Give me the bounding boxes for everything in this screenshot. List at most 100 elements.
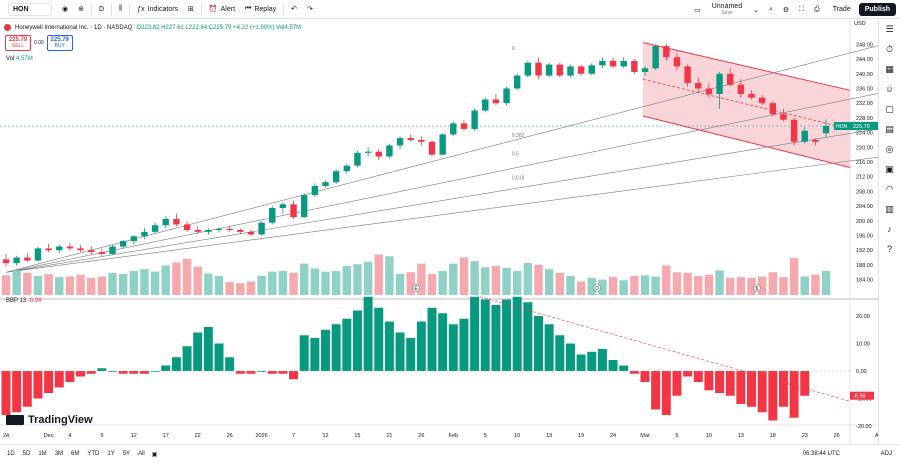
notifications-icon[interactable]: ♪	[887, 224, 892, 234]
price-tick-label: 204.00	[856, 204, 873, 210]
bbp-bar	[86, 371, 96, 374]
fullscreen-icon[interactable]: ⛶	[799, 5, 805, 13]
fib-fan-line	[5, 124, 900, 273]
undo-button[interactable]: ↶	[286, 0, 302, 19]
volume-legend: Vol 4.57M	[6, 56, 33, 62]
candle-body	[354, 152, 361, 166]
screener-icon[interactable]: ▤	[885, 124, 894, 134]
layout-menu-icon[interactable]: ▭	[694, 6, 701, 14]
last-price-value-tag	[850, 122, 878, 131]
bbp-bar	[203, 327, 213, 371]
bbp-bar	[544, 324, 554, 371]
candle-body	[492, 99, 500, 104]
compare-button[interactable]: ◉	[57, 0, 73, 19]
bbp-bar	[587, 351, 597, 371]
range-3m[interactable]: 3M	[54, 451, 64, 457]
layout-name-button[interactable]: Unnamed Save	[706, 3, 748, 17]
templates-button[interactable]: ⊞	[183, 0, 199, 19]
bbp-bar	[640, 371, 650, 382]
bbp-bar	[267, 371, 277, 374]
alert-button[interactable]: ⏰ Alert	[204, 0, 240, 19]
price-tick-label: 240.00	[856, 72, 873, 78]
price-tick-label: 224.00	[856, 131, 873, 137]
bbp-bar	[416, 321, 426, 371]
volume-bar	[23, 272, 32, 295]
bbp-bar	[800, 371, 810, 396]
date-tick-label: Feb	[449, 433, 458, 439]
volume-bar	[779, 277, 788, 295]
bbp-bar	[161, 365, 171, 371]
data-window-icon[interactable]: ▦	[885, 64, 894, 74]
candle-body	[822, 126, 830, 134]
help-icon[interactable]: ?	[886, 244, 892, 254]
range-1m[interactable]: 1M	[38, 451, 47, 457]
utc-clock[interactable]: 06:38:44 UTC	[802, 451, 840, 457]
range-1d[interactable]: 1D	[7, 451, 15, 457]
bbp-tick-label: 10.00	[856, 342, 870, 348]
chat-icon[interactable]: ▢	[885, 104, 894, 114]
replay-button[interactable]: ⏮ Replay	[240, 0, 281, 19]
date-tick-label: 10	[514, 433, 520, 439]
tech-icon[interactable]: ◎	[885, 144, 894, 154]
chart-canvas[interactable]: 0 0.382 0.5 0.618 E D $184.00 188.00 192.00 196.0…	[0, 19, 900, 444]
volume-bar	[481, 267, 490, 295]
divider	[111, 3, 113, 15]
date-tick-label: 22	[195, 433, 201, 439]
add-symbol-button[interactable]: ⊕	[73, 0, 89, 19]
chart-type-button[interactable]: ⫼	[114, 0, 127, 19]
candle-body	[567, 66, 574, 76]
bbp-bar	[299, 335, 309, 371]
plus-icon: ⊕	[78, 6, 84, 13]
trade-button[interactable]: Trade	[832, 6, 851, 13]
range-6m[interactable]: 6M	[71, 451, 80, 457]
bbp-label: BBP 13	[6, 298, 27, 304]
range-all[interactable]: All	[138, 451, 145, 457]
range-5y[interactable]: 5Y	[122, 451, 131, 457]
fib-fan-line	[5, 153, 900, 273]
volume-bar	[257, 275, 266, 295]
ideas-icon[interactable]: ☺	[884, 84, 895, 94]
indicators-button[interactable]: ƒx Indicators	[132, 0, 183, 19]
chart-area[interactable]: 0 0.382 0.5 0.618 E D $184.00 188.00 192.00 196.0…	[0, 19, 900, 444]
buy-button[interactable]: 225.79 BUY	[46, 35, 73, 51]
redo-button[interactable]: ↷	[302, 0, 318, 19]
volume-bar	[598, 279, 607, 295]
volume-bar	[715, 270, 724, 295]
sell-button[interactable]: 225.79 SELL	[5, 35, 31, 51]
volume-bar	[800, 276, 809, 295]
calendar-icon[interactable]: ▣	[885, 164, 894, 174]
settings-icon[interactable]: ⚙	[782, 6, 790, 14]
bbp-bar	[97, 368, 107, 371]
camera-icon[interactable]: ⎙	[814, 5, 820, 13]
pine-icon[interactable]: ▥	[885, 204, 894, 214]
bottom-bar: 1D 5D 1M 3M 6M YTD 1Y 5Y All ▣ 06:38:44 …	[0, 444, 900, 463]
volume-bar	[438, 271, 447, 295]
search-icon[interactable]: ⌕	[768, 5, 773, 13]
volume-bar	[534, 264, 543, 295]
candle-body	[269, 207, 276, 223]
news-icon[interactable]: ◠	[885, 184, 894, 194]
volume-bar	[108, 272, 117, 295]
range-ytd[interactable]: YTD	[87, 451, 100, 457]
adj-toggle[interactable]: ADJ	[880, 451, 892, 457]
volume-bar	[449, 263, 458, 295]
watchlist-icon[interactable]: ☰	[885, 24, 894, 34]
candle-body	[556, 64, 563, 76]
calendar-range-icon[interactable]: ▣	[151, 451, 158, 458]
candle-body	[13, 257, 20, 264]
symbol-search[interactable]: HON	[0, 0, 57, 19]
volume-bar	[310, 268, 320, 295]
publish-button[interactable]: Publish	[858, 3, 896, 16]
divider	[129, 3, 131, 15]
layout-chevron-icon[interactable]: ⌄	[753, 6, 759, 14]
interval-button[interactable]: D	[94, 0, 109, 19]
symbol-box[interactable]: HON	[8, 2, 52, 16]
price-tick-label: 236.00	[856, 86, 873, 92]
volume-bar	[321, 271, 330, 295]
alerts-icon[interactable]: ⏱	[885, 44, 894, 54]
range-5d[interactable]: 5D	[22, 451, 31, 457]
candle-body	[801, 130, 808, 142]
range-1y[interactable]: 1Y	[107, 451, 115, 457]
date-tick-label: 23	[802, 433, 808, 439]
bbp-legend: BBP 13 -8.98	[6, 298, 42, 304]
